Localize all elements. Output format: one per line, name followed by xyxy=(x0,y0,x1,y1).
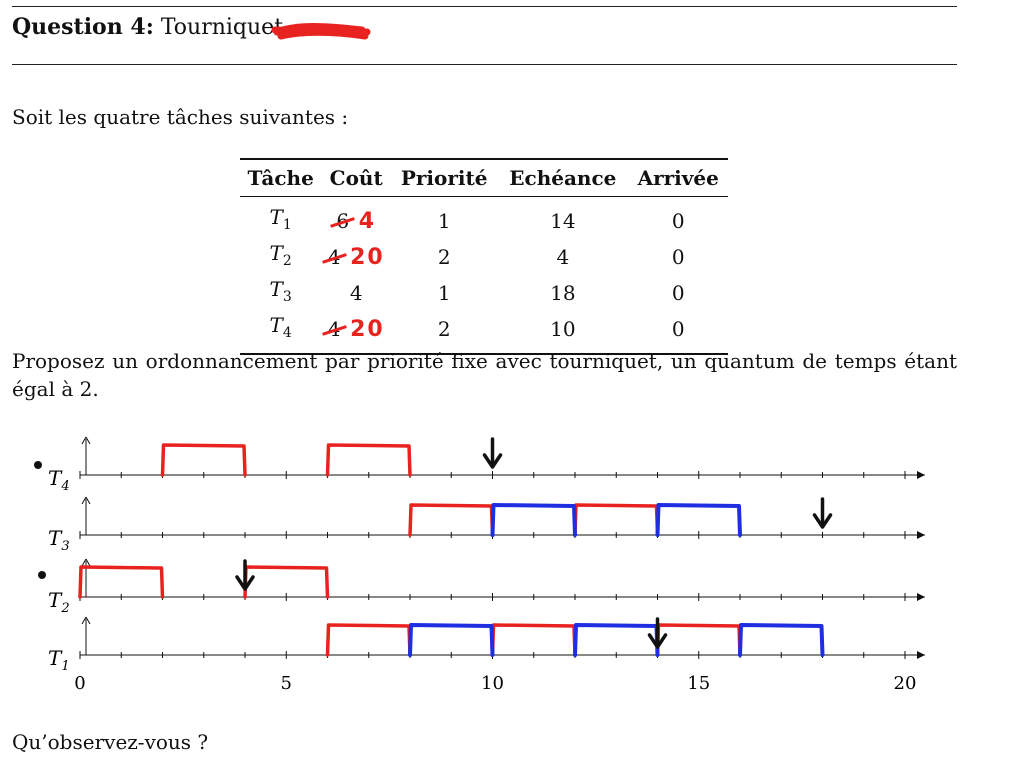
deadline-cell: 18 xyxy=(550,281,576,305)
red-execution-segment xyxy=(573,503,660,537)
x-tick-label: 10 xyxy=(481,673,504,694)
cost-value: 6 xyxy=(330,209,355,233)
axis-arrow-head xyxy=(917,531,925,539)
red-execution-segment xyxy=(408,503,495,537)
col-header: Coût xyxy=(329,166,383,190)
deadline-cell: 10 xyxy=(497,311,629,355)
priority-cell: 2 xyxy=(391,311,498,355)
task-name: T xyxy=(269,205,283,229)
blue-execution-segment xyxy=(573,623,660,657)
question-title: Tourniquet xyxy=(160,15,284,40)
row-label: T1 xyxy=(48,646,70,674)
cost-correction: 20 xyxy=(340,316,385,342)
question-heading: Question 4: Tourniquet xyxy=(12,14,371,40)
cost-value: 4 xyxy=(321,245,347,269)
col-header: Tâche xyxy=(247,166,314,190)
task-name: T xyxy=(269,241,283,265)
priority-cell: 1 xyxy=(437,281,451,305)
deadline-arrow xyxy=(647,617,668,649)
col-header: Priorité xyxy=(400,166,488,190)
question-text: Qu’observez-vous ? xyxy=(12,730,209,754)
red-execution-segment xyxy=(325,443,412,477)
cost-correction: 20 xyxy=(340,244,385,270)
blue-execution-segment xyxy=(490,503,577,537)
cost-value: 4 xyxy=(321,317,347,341)
arrival-cell: 0 xyxy=(671,209,685,233)
col-header: Echéance xyxy=(509,166,617,190)
deadline-cell: 4 xyxy=(556,245,570,269)
blue-execution-segment xyxy=(408,623,495,657)
axis-arrow-head xyxy=(917,593,925,601)
axis-arrow-head xyxy=(917,471,925,479)
blue-execution-segment xyxy=(738,623,825,657)
task-cell: T1 xyxy=(240,197,321,240)
task-table-wrapper: Tâche Coût Priorité Echéance Arrivée T16… xyxy=(240,158,728,355)
table-row: T3 4 1 18 0 xyxy=(240,275,728,311)
x-tick-label: 5 xyxy=(281,673,292,694)
dot-mark xyxy=(34,461,42,469)
up-arrow-head xyxy=(81,558,91,567)
task-subscript: 1 xyxy=(282,217,292,233)
x-tick-label: 0 xyxy=(74,673,85,694)
question-label: Question 4: xyxy=(12,14,154,40)
col-header: Arrivée xyxy=(637,166,719,190)
task-name: T xyxy=(269,313,283,337)
axis-arrow-head xyxy=(917,651,925,659)
deadline-arrow xyxy=(812,497,833,529)
priority-cell: 2 xyxy=(437,245,451,269)
blue-execution-segment xyxy=(655,503,742,537)
scribble-redaction xyxy=(271,23,371,40)
red-execution-segment xyxy=(490,623,577,657)
red-execution-segment xyxy=(243,565,330,599)
task-table: Tâche Coût Priorité Echéance Arrivée T16… xyxy=(240,158,728,355)
prompt-text: Proposez un ordonnancement par priorité … xyxy=(12,349,957,401)
cost-cell: 4 20 xyxy=(321,239,391,275)
red-execution-segment xyxy=(325,623,412,657)
task-cell: T3 xyxy=(240,275,321,311)
x-tick-label: 20 xyxy=(894,673,917,694)
red-execution-segment xyxy=(160,443,247,477)
row-label-subscript: 1 xyxy=(61,659,69,674)
arrival-cell: 0 xyxy=(671,245,685,269)
cost-value: 4 xyxy=(349,281,363,305)
heading-rule xyxy=(12,64,957,65)
task-cell: T4 xyxy=(240,311,322,355)
cost-cell: 4 xyxy=(321,275,391,311)
schedule-chart: T4 T3 T2 T10 5 10 15 20 xyxy=(34,436,925,694)
cost-cell: 4 20 xyxy=(321,311,392,355)
row-label: T3 xyxy=(48,526,70,554)
up-arrow-head xyxy=(81,436,91,445)
x-tick-label: 15 xyxy=(687,673,710,694)
top-rule xyxy=(12,6,957,7)
task-subscript: 3 xyxy=(282,289,292,305)
up-arrow-head xyxy=(81,496,91,505)
priority-cell: 1 xyxy=(437,209,451,233)
task-subscript: 2 xyxy=(282,253,292,269)
red-execution-segment xyxy=(78,565,165,599)
row-label-subscript: 4 xyxy=(60,479,69,494)
deadline-arrow xyxy=(235,559,255,591)
table-header-row: Tâche Coût Priorité Echéance Arrivée xyxy=(240,159,728,197)
dot-mark xyxy=(38,571,46,579)
task-name: T xyxy=(269,277,283,301)
cost-cell: 6 4 xyxy=(321,197,391,240)
cost-correction: 4 xyxy=(349,208,377,234)
row-label-subscript: 3 xyxy=(61,539,69,554)
row-label: T4 xyxy=(48,466,70,494)
red-execution-segment xyxy=(655,623,742,657)
arrival-cell: 0 xyxy=(671,281,685,305)
up-arrow-head xyxy=(81,616,91,625)
deadline-arrow xyxy=(482,437,503,469)
deadline-cell: 14 xyxy=(550,209,576,233)
row-label: T2 xyxy=(48,588,70,616)
intro-text: Soit les quatre tâches suivantes : xyxy=(12,105,349,129)
task-subscript: 4 xyxy=(282,325,292,341)
arrival-cell: 0 xyxy=(628,311,728,355)
task-cell: T2 xyxy=(240,239,321,275)
row-label-subscript: 2 xyxy=(60,601,69,616)
